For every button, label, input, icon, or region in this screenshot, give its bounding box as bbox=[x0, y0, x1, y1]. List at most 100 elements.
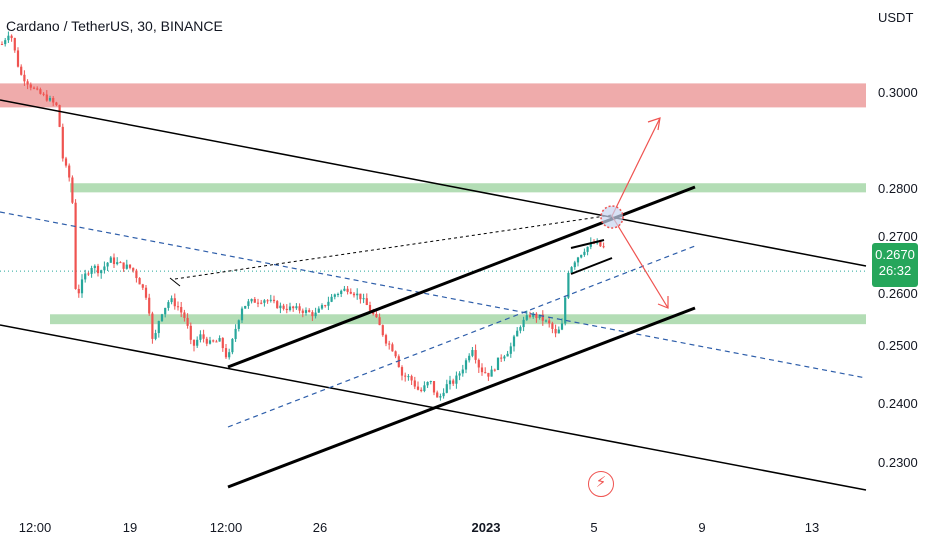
candle bbox=[564, 295, 567, 326]
candle bbox=[295, 303, 298, 310]
candle-body bbox=[103, 266, 106, 271]
candle-body bbox=[205, 338, 208, 344]
candle-body bbox=[228, 352, 231, 358]
candle-body bbox=[506, 353, 509, 357]
candle bbox=[87, 271, 90, 276]
candle-body bbox=[253, 299, 256, 303]
candle bbox=[186, 313, 189, 329]
dotted-connector-line bbox=[174, 214, 613, 280]
candle-body bbox=[362, 298, 365, 300]
candle-body bbox=[365, 298, 368, 306]
candle bbox=[343, 285, 346, 292]
candle-body bbox=[423, 385, 426, 392]
candle bbox=[64, 156, 68, 168]
candle bbox=[580, 254, 583, 259]
candle-body bbox=[183, 312, 186, 318]
candle-body bbox=[0, 44, 4, 46]
candle bbox=[125, 259, 128, 270]
lightning-icon[interactable]: ⚡︎ bbox=[588, 471, 614, 497]
candle-body bbox=[429, 381, 432, 383]
candle bbox=[528, 311, 532, 319]
candle bbox=[234, 324, 237, 342]
candle bbox=[493, 368, 496, 372]
candle bbox=[599, 240, 602, 247]
candle bbox=[93, 264, 96, 274]
upper-downtrend-line bbox=[0, 99, 867, 267]
candle-body bbox=[314, 312, 317, 317]
candle-body bbox=[288, 306, 292, 311]
candle-body bbox=[413, 380, 416, 387]
candle bbox=[58, 104, 61, 128]
candle bbox=[285, 304, 288, 314]
candle-body bbox=[468, 355, 471, 361]
candle bbox=[269, 294, 272, 303]
candle bbox=[90, 265, 93, 278]
candle-body bbox=[132, 267, 135, 271]
candle-body bbox=[445, 384, 448, 393]
candle bbox=[100, 269, 103, 279]
candle-body bbox=[311, 312, 314, 317]
candle-body bbox=[212, 340, 215, 342]
candle-body bbox=[135, 270, 138, 279]
candle-body bbox=[176, 306, 180, 308]
candle bbox=[45, 90, 48, 102]
connector-tick bbox=[169, 277, 181, 287]
candle bbox=[148, 293, 151, 316]
candle-body bbox=[80, 279, 84, 294]
rising-channel-mid bbox=[227, 245, 696, 428]
candle-body bbox=[359, 293, 362, 300]
candle-body bbox=[45, 94, 48, 101]
candle-body bbox=[583, 251, 586, 255]
candle bbox=[442, 388, 445, 399]
candle bbox=[52, 96, 55, 107]
candle-body bbox=[240, 308, 244, 321]
candle-body bbox=[279, 305, 282, 309]
candle-body bbox=[471, 350, 474, 356]
candle bbox=[304, 307, 308, 316]
candle bbox=[170, 295, 173, 305]
candle-body bbox=[474, 350, 477, 360]
candle bbox=[135, 268, 138, 283]
candle bbox=[263, 299, 266, 307]
candle-body bbox=[304, 310, 308, 313]
candle bbox=[525, 310, 528, 322]
candle-body bbox=[525, 315, 528, 320]
candle bbox=[13, 37, 16, 53]
candle bbox=[461, 364, 464, 377]
candle-body bbox=[496, 357, 500, 371]
time-tick-label: 9 bbox=[698, 520, 706, 535]
candle-body bbox=[420, 389, 423, 392]
candle bbox=[480, 363, 484, 376]
candle bbox=[250, 298, 253, 304]
time-tick-label: 19 bbox=[122, 520, 138, 535]
price-tick-label: 0.2800 bbox=[878, 181, 918, 196]
candle bbox=[173, 293, 176, 310]
candle-body bbox=[13, 38, 16, 51]
candle-body bbox=[519, 327, 522, 331]
candle bbox=[240, 306, 244, 323]
dashed-mid-downtrend-line bbox=[0, 211, 867, 379]
candle bbox=[308, 308, 311, 313]
candle-body bbox=[285, 308, 288, 311]
candle bbox=[512, 334, 516, 352]
candle bbox=[231, 338, 234, 355]
candle bbox=[224, 344, 228, 360]
candle-body bbox=[87, 273, 90, 275]
candle bbox=[119, 261, 122, 264]
candle bbox=[496, 357, 500, 371]
candle-body bbox=[426, 381, 429, 386]
candle-body bbox=[432, 381, 436, 393]
candle-body bbox=[384, 335, 388, 344]
candle-body bbox=[548, 320, 551, 324]
candle bbox=[32, 86, 36, 90]
candle bbox=[327, 296, 330, 311]
candle bbox=[132, 267, 135, 273]
rising-channel-lower bbox=[227, 306, 696, 489]
candle bbox=[103, 261, 106, 274]
candle-body bbox=[157, 321, 160, 334]
candle bbox=[432, 381, 436, 396]
candle bbox=[183, 309, 186, 322]
bullish-projection-line bbox=[611, 117, 661, 217]
candle-body bbox=[330, 296, 333, 302]
